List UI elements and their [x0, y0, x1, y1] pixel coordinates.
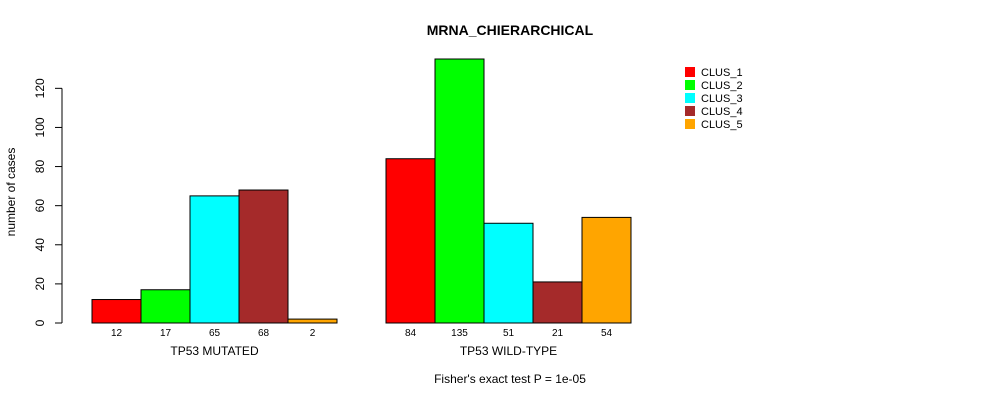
bar-clus-5-group-1: [287, 318, 338, 324]
bar-value-label: 65: [209, 328, 221, 339]
bar-clus-5-group-2: [581, 216, 632, 324]
y-tick-label: 100: [33, 117, 47, 137]
bar-value-label: 54: [601, 328, 613, 339]
y-tick-label: 120: [33, 78, 47, 98]
bar-value-label: 12: [111, 328, 123, 339]
legend-swatch: [685, 93, 695, 103]
group-label: TP53 MUTATED: [170, 344, 259, 358]
bar-value-label: 84: [405, 328, 417, 339]
bars: 12 17 65 68 2 TP53 MUTATED 84 135 51 21 54 TP53 WIL…: [91, 58, 632, 358]
y-tick-label: 60: [33, 199, 47, 213]
chart-title: MRNA_CHIERARCHICAL: [427, 22, 594, 38]
legend-label: CLUS_4: [701, 106, 743, 118]
bar-clus-3-group-2: [483, 222, 534, 324]
bar-clus-4-group-2: [532, 281, 583, 324]
y-axis-label: number of cases: [4, 148, 18, 237]
legend-label: CLUS_5: [701, 119, 743, 131]
y-tick-label: 0: [33, 319, 47, 326]
legend-swatch: [685, 106, 695, 116]
y-tick-label: 20: [33, 277, 47, 291]
bar-value-label: 2: [310, 328, 316, 339]
legend-swatch: [685, 67, 695, 77]
bar-value-label: 17: [160, 328, 172, 339]
y-tick-label: 40: [33, 238, 47, 252]
bar-clus-2-group-2: [434, 58, 485, 324]
legend-label: CLUS_1: [701, 67, 743, 79]
bar-clus-2-group-1: [140, 289, 191, 324]
bar-clus-1-group-1: [91, 299, 142, 324]
bar-clus-1-group-2: [385, 158, 436, 324]
footer-text: Fisher's exact test P = 1e-05: [434, 372, 586, 386]
bar-value-label: 21: [552, 328, 564, 339]
legend-label: CLUS_2: [701, 80, 743, 92]
bar-value-label: 135: [451, 328, 468, 339]
bar-clus-4-group-1: [238, 189, 289, 324]
legend-label: CLUS_3: [701, 93, 743, 105]
y-axis: 0 20 40 60 80 100 120: [33, 78, 63, 326]
bar-clus-3-group-1: [189, 195, 240, 324]
bar-value-label: 68: [258, 328, 270, 339]
legend-swatch: [685, 119, 695, 129]
legend-swatch: [685, 80, 695, 90]
y-tick-label: 80: [33, 160, 47, 174]
group-label: TP53 WILD-TYPE: [460, 344, 557, 358]
bar-value-label: 51: [503, 328, 515, 339]
